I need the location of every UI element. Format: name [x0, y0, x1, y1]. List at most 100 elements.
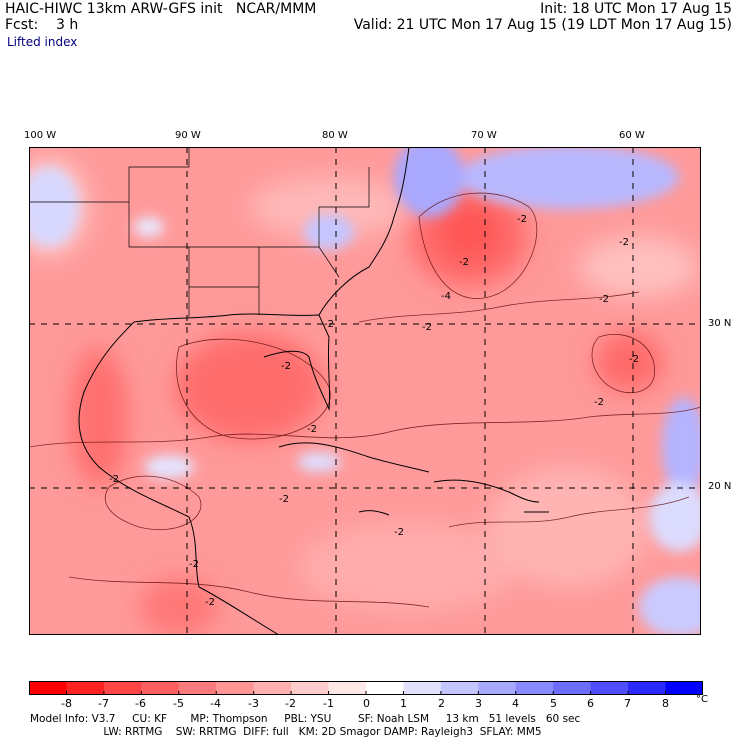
colorbar-swatch	[178, 681, 217, 695]
colorbar-label: -1	[323, 697, 334, 710]
contour-label: -2	[189, 559, 199, 570]
field-blob	[69, 347, 129, 487]
colorbar-swatch	[29, 681, 67, 695]
coastline-mexico	[78, 321, 200, 588]
colorbar-swatch	[103, 681, 142, 695]
contour-label: -4	[441, 291, 451, 302]
stable-region	[297, 452, 341, 472]
stable-region	[304, 214, 354, 250]
stable-region	[134, 217, 164, 237]
contour-line	[591, 334, 655, 394]
colorbar-swatch	[216, 681, 255, 695]
colorbar-label: 0	[363, 697, 370, 710]
colorbar-swatch	[553, 681, 592, 695]
colorbar-label: -7	[98, 697, 109, 710]
lon-label-60w: 60 W	[619, 130, 645, 141]
coastline-central-america	[198, 586, 280, 635]
contour-label: -2	[459, 257, 469, 268]
colorbar-swatch	[141, 681, 180, 695]
forecast-hour: Fcst: 3 h	[5, 17, 79, 33]
contour-label: -2	[279, 494, 289, 505]
coastline-east	[318, 147, 410, 316]
contour-label: -2	[394, 527, 404, 538]
field-name: Lifted index	[7, 35, 78, 49]
island-hispaniola	[433, 479, 540, 503]
colorbar-label: 1	[400, 697, 407, 710]
contour-line	[418, 192, 538, 299]
colorbar-label: 6	[587, 697, 594, 710]
coastline-gulf	[133, 313, 331, 411]
title-line: HAIC-HIWC 13km ARW-GFS init NCAR/MMM	[5, 1, 317, 17]
colorbar-label: 8	[662, 697, 669, 710]
contour-label: -2	[517, 214, 527, 225]
lon-label-100w: 100 W	[24, 130, 57, 141]
map-frame	[29, 147, 701, 635]
colorbar-label: 7	[624, 697, 631, 710]
lat-label-20n: 20 N	[708, 481, 732, 492]
contour-label: -2	[599, 294, 609, 305]
field-blob	[594, 332, 664, 392]
contour-label: -2	[109, 474, 119, 485]
contour-line	[358, 291, 640, 323]
contour-line	[176, 338, 331, 440]
colorbar-swatch	[253, 681, 292, 695]
colorbar-swatch	[66, 681, 105, 695]
field-blob	[139, 577, 219, 635]
colorbar-swatch	[590, 681, 629, 695]
lon-label-70w: 70 W	[471, 130, 497, 141]
contour-label: -2	[422, 322, 432, 333]
field-blob	[439, 204, 499, 260]
colorbar-swatch	[440, 681, 479, 695]
lifted-index-map: -2 -2 -2 -4 -2 -2 -2 -2 -2 -2 -2 -2 -2 -…	[29, 147, 701, 635]
colorbar-label: -4	[210, 697, 221, 710]
model-info-line1: Model Info: V3.7 CU: KF MP: Thompson PBL…	[30, 713, 581, 725]
stable-region	[639, 577, 701, 635]
colorbar	[29, 681, 703, 695]
field-blob	[489, 467, 649, 587]
valid-time: Valid: 21 UTC Mon 17 Aug 15 (19 LDT Mon …	[353, 17, 732, 33]
contour-label: -2	[307, 424, 317, 435]
contour-line	[29, 406, 701, 448]
contour-label: -2	[281, 361, 291, 372]
colorbar-swatch	[403, 681, 442, 695]
colorbar-swatch	[291, 681, 330, 695]
lon-label-90w: 90 W	[175, 130, 201, 141]
colorbar-swatch	[478, 681, 517, 695]
colorbar-label: -5	[173, 697, 184, 710]
field-blob	[579, 237, 699, 297]
model-info-line2: LW: RRTMG SW: RRTMG DIFF: full KM: 2D Sm…	[30, 726, 542, 738]
colorbar-swatch	[628, 681, 667, 695]
colorbar-label: -3	[248, 697, 259, 710]
colorbar-swatch	[665, 681, 703, 695]
stable-region	[459, 147, 679, 209]
colorbar-swatch	[366, 681, 404, 695]
contour-label: -2	[594, 397, 604, 408]
field-blob	[299, 522, 519, 612]
contour-label: -2	[205, 597, 215, 608]
stable-region	[649, 482, 701, 552]
colorbar-label: -8	[61, 697, 72, 710]
contour-line	[68, 576, 430, 608]
colorbar-label: -6	[135, 697, 146, 710]
island-cuba	[278, 442, 430, 473]
colorbar-label: 5	[550, 697, 557, 710]
contour-label: -2	[324, 319, 334, 330]
stable-region	[144, 455, 194, 479]
stable-region	[662, 397, 701, 497]
contour-line	[104, 475, 202, 531]
lon-label-80w: 80 W	[322, 130, 348, 141]
state-borders	[29, 147, 370, 317]
colorbar-label: 4	[512, 697, 519, 710]
island-jamaica	[358, 510, 390, 516]
colorbar-swatch	[328, 681, 367, 695]
stable-region	[394, 147, 464, 217]
lat-label-30n: 30 N	[708, 318, 732, 329]
init-time: Init: 18 UTC Mon 17 Aug 15	[540, 1, 732, 17]
contour-label: -2	[619, 237, 629, 248]
colorbar-label: -2	[285, 697, 296, 710]
colorbar-label: 2	[438, 697, 445, 710]
contour-line	[448, 496, 690, 528]
contour-label: -2	[629, 354, 639, 365]
colorbar-swatch	[515, 681, 554, 695]
field-blob	[174, 332, 324, 442]
